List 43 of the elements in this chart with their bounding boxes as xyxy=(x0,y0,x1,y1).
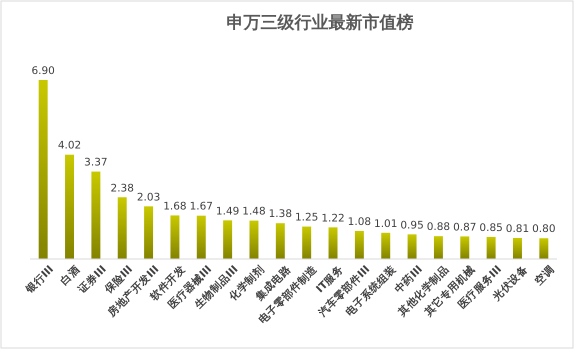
bar xyxy=(170,215,180,259)
data-label: 1.25 xyxy=(294,212,318,224)
data-label: 2.38 xyxy=(110,182,134,194)
bar xyxy=(223,220,232,259)
bar xyxy=(249,220,258,259)
data-label: 4.02 xyxy=(58,140,82,152)
data-label: 2.03 xyxy=(136,191,160,204)
bar xyxy=(381,232,390,259)
data-label: 1.49 xyxy=(216,205,240,218)
bar xyxy=(144,206,154,259)
x-tick-label: 空调 xyxy=(532,262,557,288)
data-label: 0.85 xyxy=(479,222,503,234)
x-tick-label: 银行III xyxy=(22,262,56,296)
bar xyxy=(539,238,548,259)
data-label: 1.48 xyxy=(242,206,266,218)
data-label: 3.37 xyxy=(84,156,108,169)
data-label: 0.87 xyxy=(453,221,476,234)
bar xyxy=(486,236,496,259)
data-label: 0.81 xyxy=(506,222,530,235)
bar xyxy=(65,154,74,259)
data-label: 0.95 xyxy=(400,219,424,232)
data-label: 1.38 xyxy=(268,208,292,220)
data-label: 1.08 xyxy=(348,216,372,228)
data-label: 1.22 xyxy=(321,212,345,224)
bar xyxy=(408,234,417,259)
bar xyxy=(328,227,338,259)
bar xyxy=(302,226,312,259)
bar xyxy=(276,223,285,259)
data-label: 1.01 xyxy=(374,218,398,230)
bar xyxy=(91,172,100,259)
bar xyxy=(118,197,127,259)
bar xyxy=(460,236,470,259)
data-label: 0.80 xyxy=(532,223,556,236)
data-label: 0.88 xyxy=(426,221,450,234)
bar xyxy=(354,230,364,259)
data-label: 1.67 xyxy=(190,200,213,213)
data-label: 1.68 xyxy=(163,200,187,212)
data-label: 6.90 xyxy=(31,65,55,77)
bar xyxy=(434,236,443,259)
chart-title: 申万三级行业最新市值榜 xyxy=(226,13,414,33)
bar xyxy=(38,80,48,259)
bar xyxy=(512,238,522,259)
bar xyxy=(196,216,206,259)
